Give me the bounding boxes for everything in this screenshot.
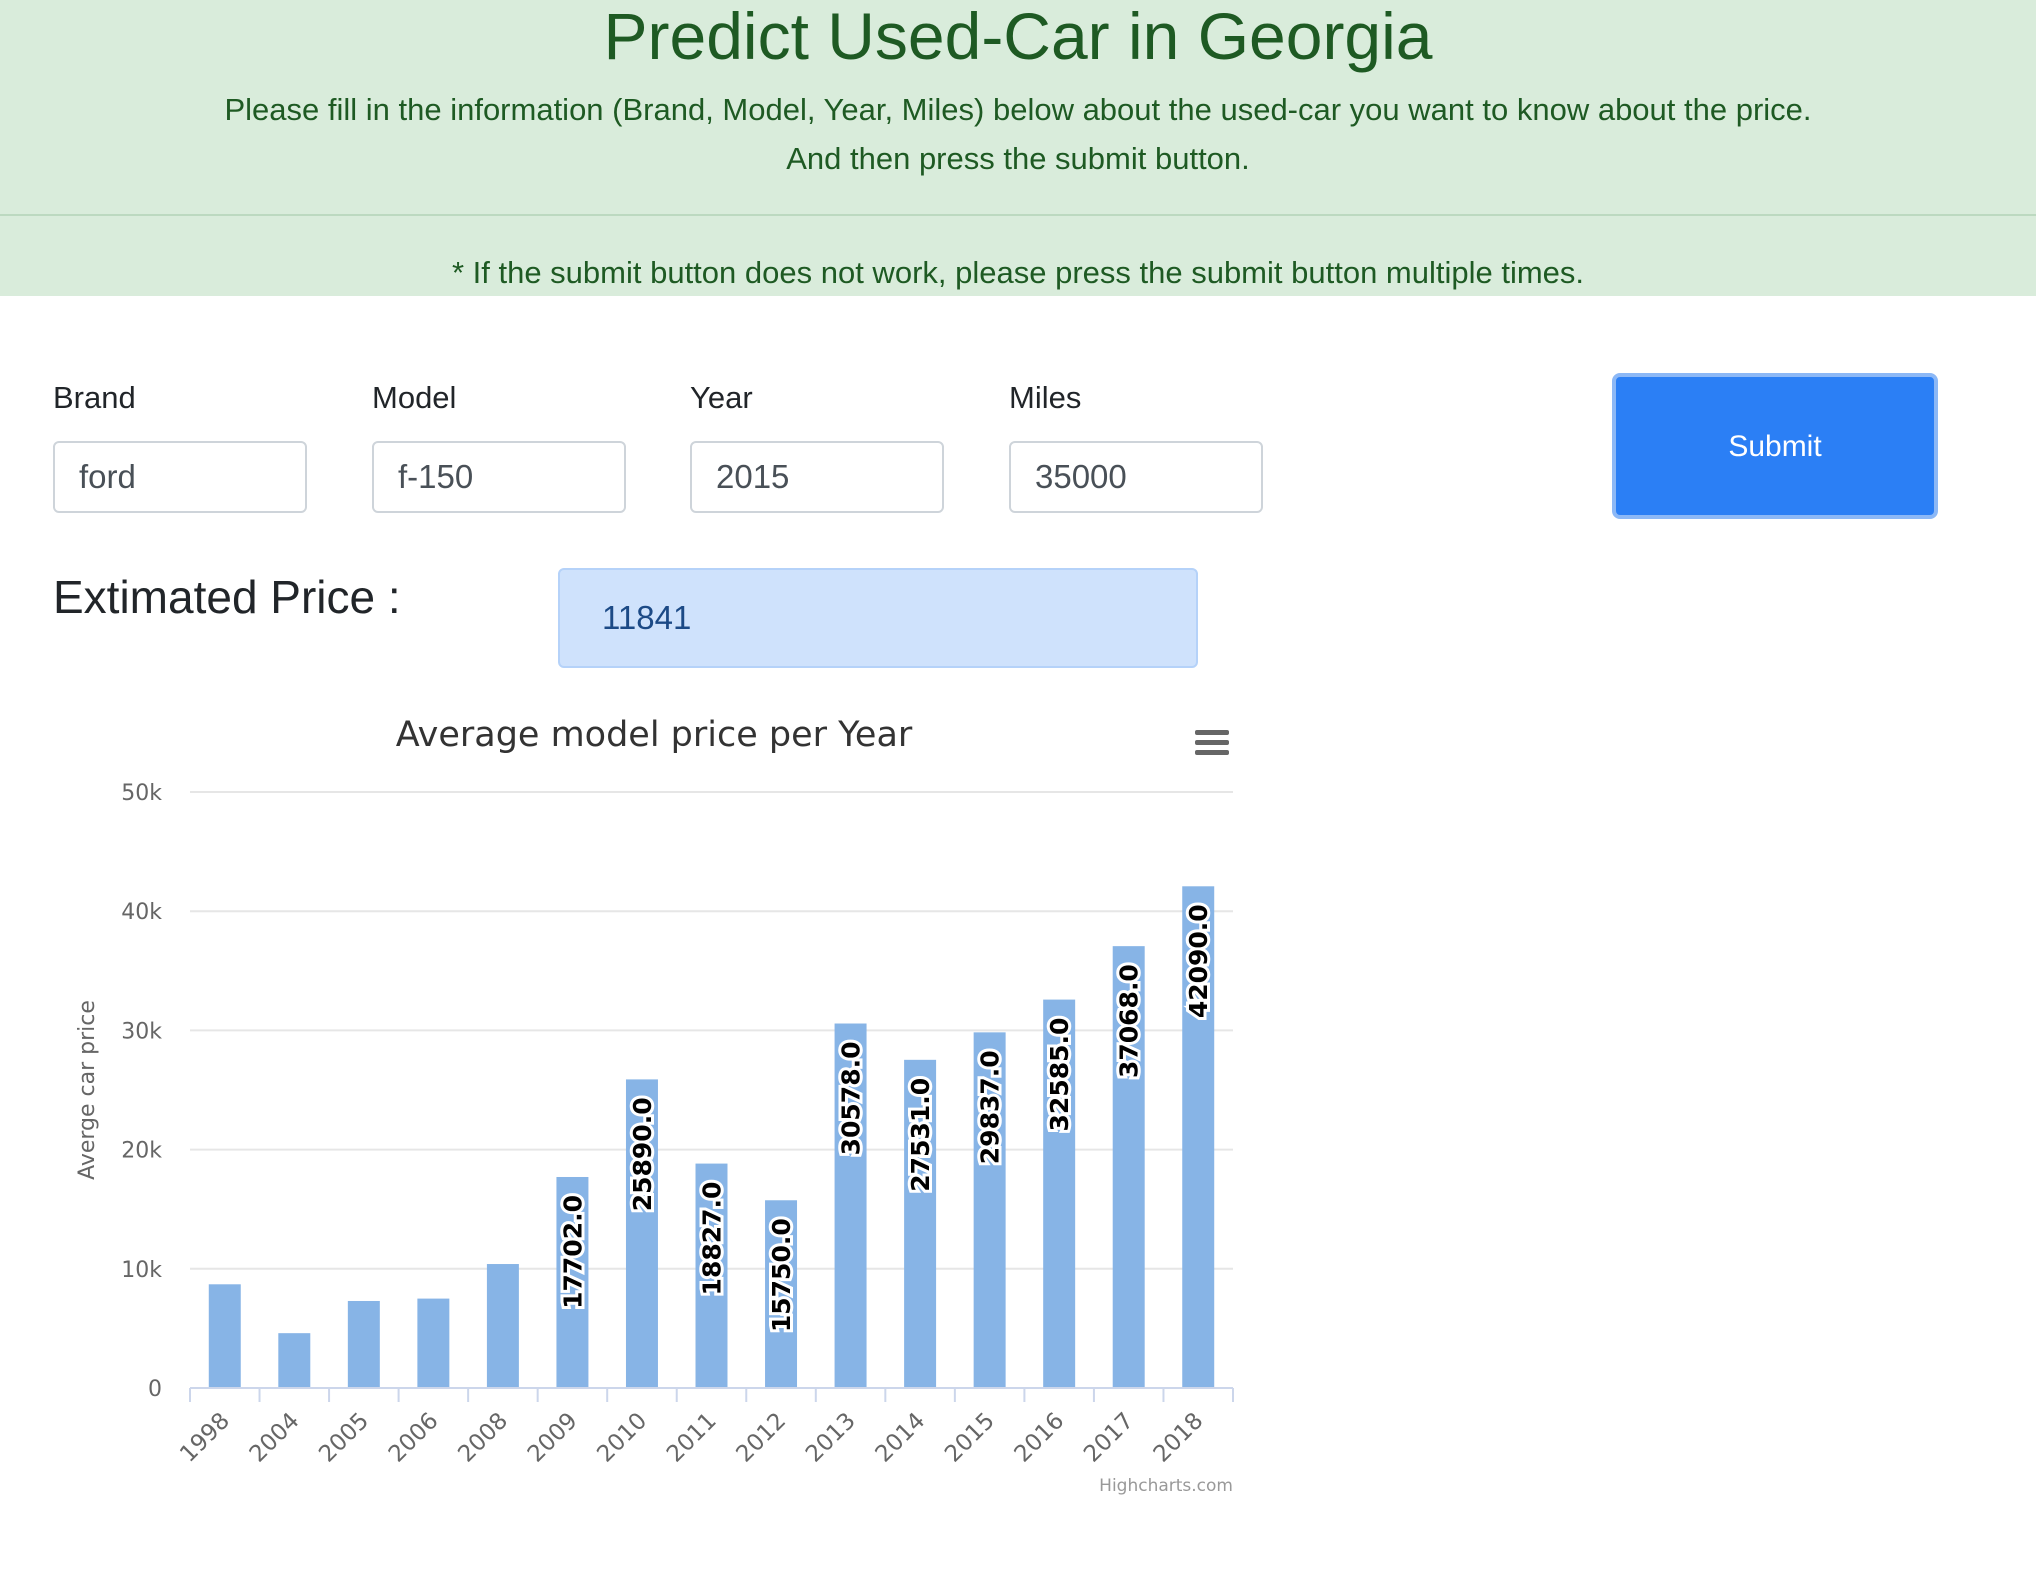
bar-2005[interactable] xyxy=(347,1300,380,1388)
x-tick-label: 1998 xyxy=(175,1408,235,1468)
x-tick-label: 2013 xyxy=(801,1408,861,1468)
chart-credit[interactable]: Highcharts.com xyxy=(1099,1476,1233,1496)
year-label: Year xyxy=(690,380,753,415)
x-tick-label: 2018 xyxy=(1149,1408,1209,1468)
price-chart: Average model price per Year 17702.0 2589… xyxy=(60,700,1260,1500)
bar-data-label: 42090.0 xyxy=(1184,904,1213,1018)
x-tick-label: 2014 xyxy=(871,1408,931,1468)
hamburger-menu-icon[interactable] xyxy=(1194,727,1240,767)
instructions-line-1: Please fill in the information (Brand, M… xyxy=(224,92,1812,127)
x-tick-label: 2006 xyxy=(384,1408,444,1468)
bar-2014[interactable] xyxy=(904,1059,937,1388)
bar-data-label: 17702.0 xyxy=(558,1195,587,1309)
bar-1998[interactable] xyxy=(208,1284,241,1388)
x-tick-label: 2008 xyxy=(453,1408,513,1468)
miles-input[interactable] xyxy=(1009,441,1263,513)
bar-data-label: 29837.0 xyxy=(976,1050,1005,1164)
x-tick-label: 2004 xyxy=(245,1408,305,1468)
bar-2006[interactable] xyxy=(417,1298,450,1388)
submit-button[interactable]: Submit xyxy=(1612,373,1938,519)
x-tick-label: 2017 xyxy=(1079,1408,1139,1468)
chart-title: Average model price per Year xyxy=(396,715,913,755)
y-tick-label: 0 xyxy=(148,1377,162,1402)
header-banner: Predict Used-Car in Georgia Please fill … xyxy=(0,0,2036,296)
x-tick-label: 2015 xyxy=(940,1408,1000,1468)
x-tick-label: 2005 xyxy=(314,1408,374,1468)
x-tick-label: 2009 xyxy=(523,1408,583,1468)
bar-2011[interactable] xyxy=(695,1163,728,1388)
bar-data-label: 15750.0 xyxy=(767,1218,796,1332)
bar-2004[interactable] xyxy=(278,1333,311,1388)
bar-data-label: 18827.0 xyxy=(698,1182,727,1296)
submit-note: * If the submit button does not work, pl… xyxy=(451,255,1585,290)
x-tick-label: 2011 xyxy=(662,1408,722,1468)
y-tick-label: 40k xyxy=(121,900,162,925)
bar-2008[interactable] xyxy=(486,1264,519,1388)
miles-label: Miles xyxy=(1009,380,1082,415)
estimated-price-label: Extimated Price : xyxy=(53,571,401,623)
bar-data-label: 37068.0 xyxy=(1115,964,1144,1078)
bar-data-label: 32585.0 xyxy=(1045,1018,1074,1132)
y-tick-label: 30k xyxy=(121,1019,162,1044)
instructions-line-2: And then press the submit button. xyxy=(786,141,1250,176)
page-title: Predict Used-Car in Georgia xyxy=(603,0,1433,73)
model-label: Model xyxy=(372,380,457,415)
bar-2018[interactable] xyxy=(1182,886,1215,1388)
bar-2012[interactable] xyxy=(765,1200,798,1388)
price-chart-svg: Average model price per Year 17702.0 2589… xyxy=(75,715,1240,1496)
model-input[interactable] xyxy=(372,441,626,513)
bar-2010[interactable] xyxy=(625,1079,658,1388)
x-tick-label: 2012 xyxy=(731,1408,791,1468)
y-tick-label: 20k xyxy=(121,1139,162,1164)
bar-data-label: 30578.0 xyxy=(837,1042,866,1156)
bar-2015[interactable] xyxy=(973,1032,1006,1388)
bar-2009[interactable] xyxy=(556,1176,589,1388)
bar-2016[interactable] xyxy=(1043,999,1076,1388)
bar-2017[interactable] xyxy=(1112,946,1145,1388)
x-tick-label: 2010 xyxy=(592,1408,652,1468)
y-axis-title: Averge car price xyxy=(75,1000,100,1180)
year-input[interactable] xyxy=(690,441,944,513)
x-tick-label: 2016 xyxy=(1010,1408,1070,1468)
estimated-price-value: 11841 xyxy=(558,568,1198,668)
bar-data-label: 27531.0 xyxy=(906,1078,935,1192)
bar-2013[interactable] xyxy=(834,1023,867,1388)
y-tick-label: 10k xyxy=(121,1258,162,1283)
bar-data-label: 25890.0 xyxy=(628,1097,657,1211)
brand-label: Brand xyxy=(53,380,136,415)
y-tick-label: 50k xyxy=(121,781,162,806)
banner-divider xyxy=(0,214,2036,216)
brand-input[interactable] xyxy=(53,441,307,513)
